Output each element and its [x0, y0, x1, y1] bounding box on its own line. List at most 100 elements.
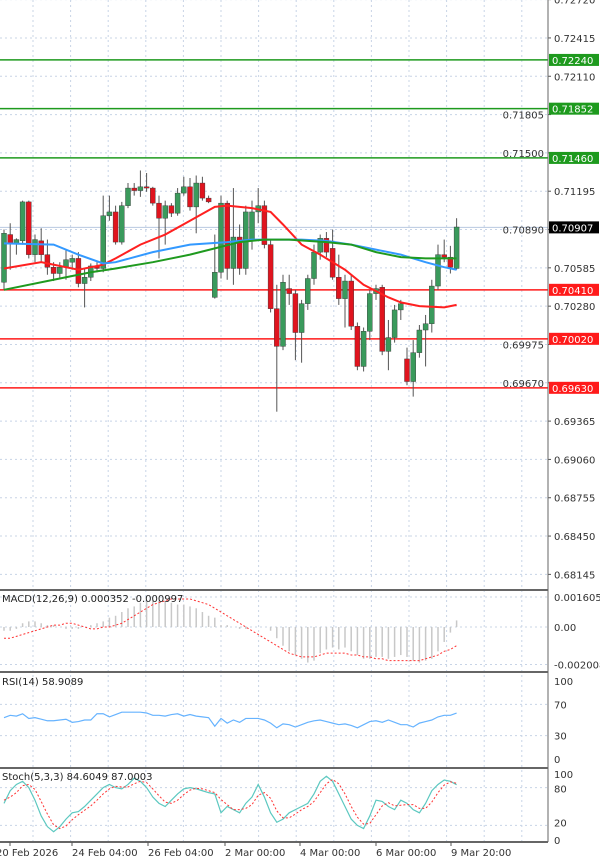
bearish-candle — [336, 254, 342, 305]
bearish-candle — [156, 195, 162, 259]
candle-body — [447, 256, 454, 268]
bullish-candle — [453, 218, 460, 270]
stoch-tick-label: 20 — [554, 818, 567, 829]
candle-body — [168, 205, 175, 214]
candle-body — [236, 236, 243, 269]
candle-body — [143, 186, 150, 189]
bearish-candle — [267, 239, 274, 313]
candle-body — [1, 233, 7, 283]
candle-body — [75, 258, 82, 284]
candle-body — [205, 197, 212, 203]
bearish-candle — [404, 347, 410, 386]
bearish-candle — [112, 205, 119, 245]
candle-body — [286, 288, 292, 294]
bullish-candle — [410, 340, 416, 397]
candle-body — [137, 186, 144, 191]
time-tick-label: 4 Mar 00:00 — [300, 848, 360, 859]
rsi-label: RSI(14) 58.9089 — [2, 677, 83, 688]
resistance-level-badge — [549, 102, 599, 115]
bearish-candle — [224, 200, 230, 280]
candle-body — [50, 267, 57, 274]
candle-body — [125, 187, 131, 206]
price-tick-label: 0.70280 — [554, 302, 595, 313]
bearish-candle — [187, 178, 193, 211]
macd-tick-label: 0.001605 — [554, 593, 600, 604]
rsi-tick-label: 0 — [554, 755, 560, 766]
candle-body — [404, 358, 410, 382]
bullish-candle — [106, 195, 113, 221]
bearish-candle — [261, 200, 268, 249]
candle-body — [354, 326, 361, 367]
bullish-candle — [218, 195, 224, 279]
resistance-level-badge — [549, 151, 599, 164]
bullish-candle — [125, 183, 131, 209]
bearish-candle — [348, 274, 354, 331]
candle-body — [435, 254, 441, 287]
bearish-candle — [236, 224, 243, 275]
candle-body — [429, 285, 435, 324]
bullish-candle — [435, 244, 441, 290]
bullish-candle — [119, 201, 125, 245]
support-level-label: 0.70410 — [552, 286, 593, 297]
candle-body — [57, 267, 63, 274]
resistance-level-label: 0.72240 — [552, 56, 593, 67]
bullish-candle — [174, 188, 181, 216]
stoch-tick-label: 100 — [554, 770, 573, 781]
candle-body — [181, 186, 187, 194]
price-tick-label: 0.69670 — [503, 379, 544, 390]
stoch-signal-line — [3, 778, 457, 830]
candle-body — [150, 187, 156, 204]
macd-signal-line — [4, 598, 457, 662]
candle-body — [292, 293, 299, 333]
candle-body — [100, 215, 106, 269]
rsi-tick-label: 100 — [554, 677, 573, 688]
bearish-candle — [329, 229, 336, 280]
bearish-candle — [26, 200, 32, 259]
candle-body — [360, 331, 367, 367]
candle-body — [32, 239, 38, 255]
candle-body — [112, 211, 119, 243]
support-level-label: 0.69630 — [552, 384, 593, 395]
candle-body — [212, 272, 218, 298]
price-tick-label: 0.69975 — [503, 340, 544, 351]
bullish-candle — [32, 234, 38, 263]
support-level-badge — [549, 283, 599, 296]
resistance-level-label: 0.71852 — [552, 105, 593, 116]
bullish-candle — [13, 238, 20, 255]
candle-body — [162, 205, 168, 219]
bearish-candle — [354, 322, 361, 371]
macd-label: MACD(12,26,9) 0.000352 -0.000997 — [2, 594, 183, 605]
bearish-candle — [131, 183, 137, 196]
time-tick-label: 20 Feb 2026 — [0, 848, 58, 859]
bearish-candle — [286, 274, 292, 305]
rsi-tick-label: 30 — [554, 732, 567, 743]
grid — [0, 0, 548, 842]
bullish-candle — [100, 195, 106, 273]
horizontal-levels — [0, 59, 548, 389]
candle-body — [44, 254, 51, 268]
candle-body — [342, 280, 348, 299]
current-price-badge — [549, 221, 599, 234]
candle-body — [323, 238, 330, 253]
bullish-candle — [416, 325, 423, 358]
candle-body — [106, 211, 113, 216]
price-tick-label: 0.71500 — [503, 149, 544, 160]
bullish-candle — [367, 289, 373, 341]
candle-body — [261, 205, 268, 245]
candle-body — [410, 352, 416, 382]
candle-body — [156, 202, 162, 219]
bullish-candle — [181, 176, 187, 196]
moving-averages — [3, 204, 457, 309]
candle-body — [348, 280, 354, 327]
bullish-candle — [63, 249, 69, 280]
candle-body — [119, 205, 125, 243]
candle-body — [317, 238, 323, 253]
candle-body — [305, 278, 311, 304]
candle-body — [398, 303, 404, 311]
candle-body — [193, 182, 199, 208]
candle-body — [69, 258, 75, 263]
candle-body — [38, 240, 44, 255]
rsi-tick-label: 70 — [554, 700, 567, 711]
